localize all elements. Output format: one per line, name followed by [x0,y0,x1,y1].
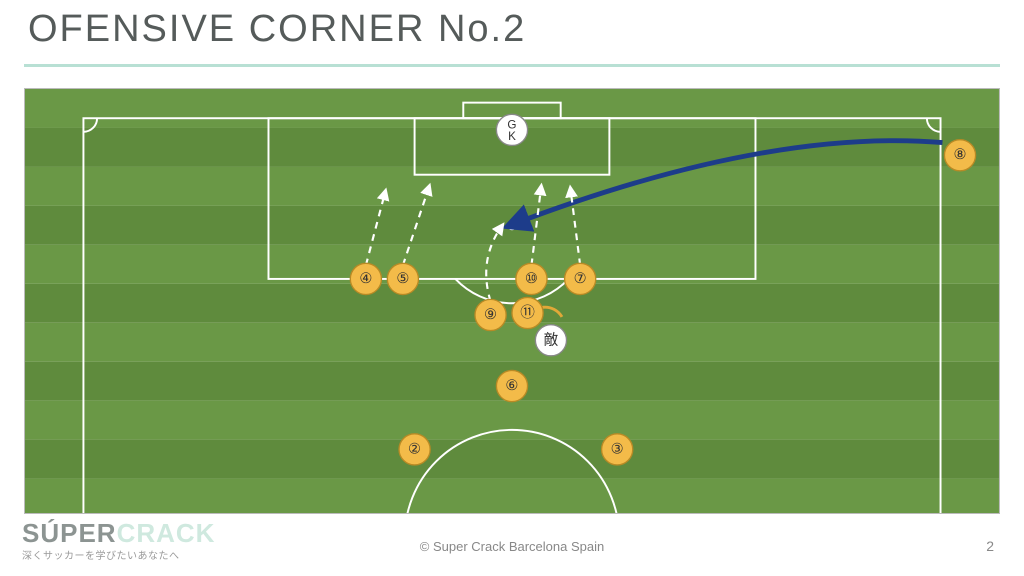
svg-text:GK: GK [507,118,516,142]
logo-subtitle: 深くサッカーを学びたいあなたへ [22,547,215,562]
pitch-diagram: ⑧ ④ ⑤ ⑩ ⑦ ⑨ ⑪ ⑥ ② ③ GK 敵 [24,88,1000,514]
page-title: OFENSIVE CORNER No.2 [28,8,526,51]
svg-text:⑩: ⑩ [525,271,538,287]
brand-logo: SÚPERCRACK 深くサッカーを学びたいあなたへ [22,518,215,562]
logo-crack: CRACK [117,518,216,548]
svg-text:敵: 敵 [544,331,559,348]
svg-text:⑧: ⑧ [953,147,966,163]
copyright: © Super Crack Barcelona Spain [420,539,604,554]
title-divider [24,64,1000,67]
svg-text:⑦: ⑦ [574,271,587,287]
svg-text:③: ③ [611,441,624,457]
page-number: 2 [986,538,994,554]
svg-text:⑤: ⑤ [396,271,409,287]
svg-text:⑥: ⑥ [505,378,518,394]
svg-text:⑪: ⑪ [520,304,535,321]
svg-text:④: ④ [359,271,372,287]
svg-text:②: ② [408,441,421,457]
svg-text:⑨: ⑨ [484,307,497,323]
logo-super: SÚPER [22,518,117,548]
pitch-svg: ⑧ ④ ⑤ ⑩ ⑦ ⑨ ⑪ ⑥ ② ③ GK 敵 [25,89,999,514]
footer: SÚPERCRACK 深くサッカーを学びたいあなたへ © Super Crack… [0,520,1024,576]
